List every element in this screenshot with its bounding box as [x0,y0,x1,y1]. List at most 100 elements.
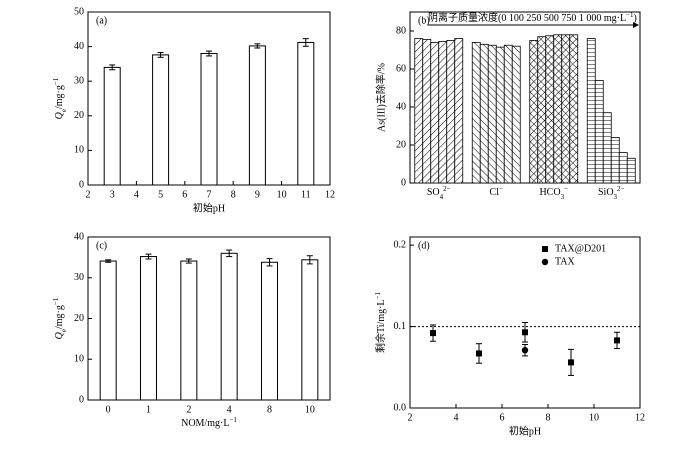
legend-label: TAX@D201 [555,243,606,254]
x-tick-label: SiO32− [598,185,625,201]
x-tick-label-part: − [564,185,568,193]
legend-marker [541,258,549,266]
y-tick-label: 0 [79,179,84,190]
y-axis-label-part: −1 [374,292,382,300]
x-tick-label: Cl− [490,185,503,199]
bar [602,112,612,184]
panel-label: (a) [96,15,107,26]
x-tick-label: 9 [255,189,260,200]
bar [248,45,266,186]
x-tick-label: 4 [227,404,232,415]
bar [422,39,432,184]
x-axis-label-part: NOM/mg·L [181,418,229,429]
y-axis-label-part: Q [54,111,65,119]
bar [545,35,555,184]
x-tick-label: 8 [231,189,236,200]
y-tick-label: 0 [401,177,406,188]
x-axis-label: NOM/mg·L−1 [181,416,237,430]
y-tick-label: 30 [74,75,84,86]
annotation-part: −1 [626,11,634,19]
bar [297,41,315,186]
point [614,337,620,344]
panel-label: (b) [418,15,430,26]
x-axis-label: 初始pH [509,424,541,437]
x-tick-label: 8 [546,412,551,423]
bar [479,43,489,184]
y-tick-label: 10 [74,354,84,365]
point [522,329,528,336]
y-axis-label-part: /mg·g [54,305,65,329]
legend-label: TAX [555,256,576,267]
x-tick-label-part: 3 [614,193,618,201]
plot-frame [409,11,641,184]
x-tick-label-part: − [499,185,503,193]
x-tick-label: 7 [207,189,212,200]
y-tick-label: 0.0 [394,402,407,413]
x-tick-label: 4 [134,189,139,200]
x-tick-label: 10 [277,189,287,200]
point [476,350,482,357]
x-tick-label-part: SO [427,187,440,198]
bar [180,260,198,401]
y-tick-label: 0.2 [394,239,407,250]
bar [140,256,157,401]
bar [495,46,505,184]
x-tick-label: 8 [267,404,272,415]
y-tick-label: 40 [74,231,84,242]
y-axis-label-part: e [60,109,68,112]
x-tick-label: 10 [589,412,599,423]
bar [200,53,218,186]
panel-label: (c) [96,240,107,251]
y-axis-label: Qe/mg·g−1 [52,297,68,339]
x-tick-label: HCO3− [539,185,568,201]
annotation-part: ) [634,13,637,24]
x-tick-label: 6 [500,412,505,423]
bar [438,41,448,184]
y-tick-label: 50 [74,6,84,17]
x-tick-label: 12 [325,189,335,200]
x-axis-label-part: −1 [229,416,237,424]
x-tick-label-part: 3 [561,193,565,201]
annotation: 阴离子质量浓度(0 100 250 500 750 1 000 mg·L−1) [428,11,637,25]
y-tick-label: 30 [74,272,84,283]
point [568,359,574,366]
bar [586,38,596,184]
bar [487,44,497,184]
x-tick-label: 6 [182,189,187,200]
bar [301,259,319,401]
plot-frame [409,236,641,409]
y-tick-label: 20 [74,110,84,121]
x-tick-label-part: 4 [440,193,444,201]
y-tick-label: 10 [74,145,84,156]
x-tick-label-part: 2− [617,185,625,193]
bar [626,157,636,184]
bar [220,252,238,401]
y-tick-label: 0.1 [394,321,407,332]
x-tick-label: 10 [305,404,315,415]
bar [261,261,278,401]
x-tick-label: 2 [86,189,91,200]
bar [594,80,604,184]
y-tick-label: 0 [79,394,84,405]
y-axis-label: As(III)去除率/% [374,63,387,132]
legend-marker [542,246,548,252]
x-tick-label: 1 [146,404,151,415]
bar [103,66,121,186]
x-tick-label: 0 [106,404,111,415]
panel-label: (d) [418,240,430,251]
bar [454,38,464,184]
bar [414,38,424,184]
bar [99,260,117,401]
point [430,330,436,337]
x-tick-label: 5 [158,189,163,200]
bar [618,152,628,184]
bar [511,45,521,184]
bar [561,34,571,184]
y-axis-label-part: −1 [52,297,60,305]
y-axis-label-part: 剩余Ti/mg·L [374,299,387,353]
y-tick-label: 40 [396,101,406,112]
bar [537,36,547,184]
y-axis-label-part: −1 [52,77,60,85]
bar [529,40,539,184]
